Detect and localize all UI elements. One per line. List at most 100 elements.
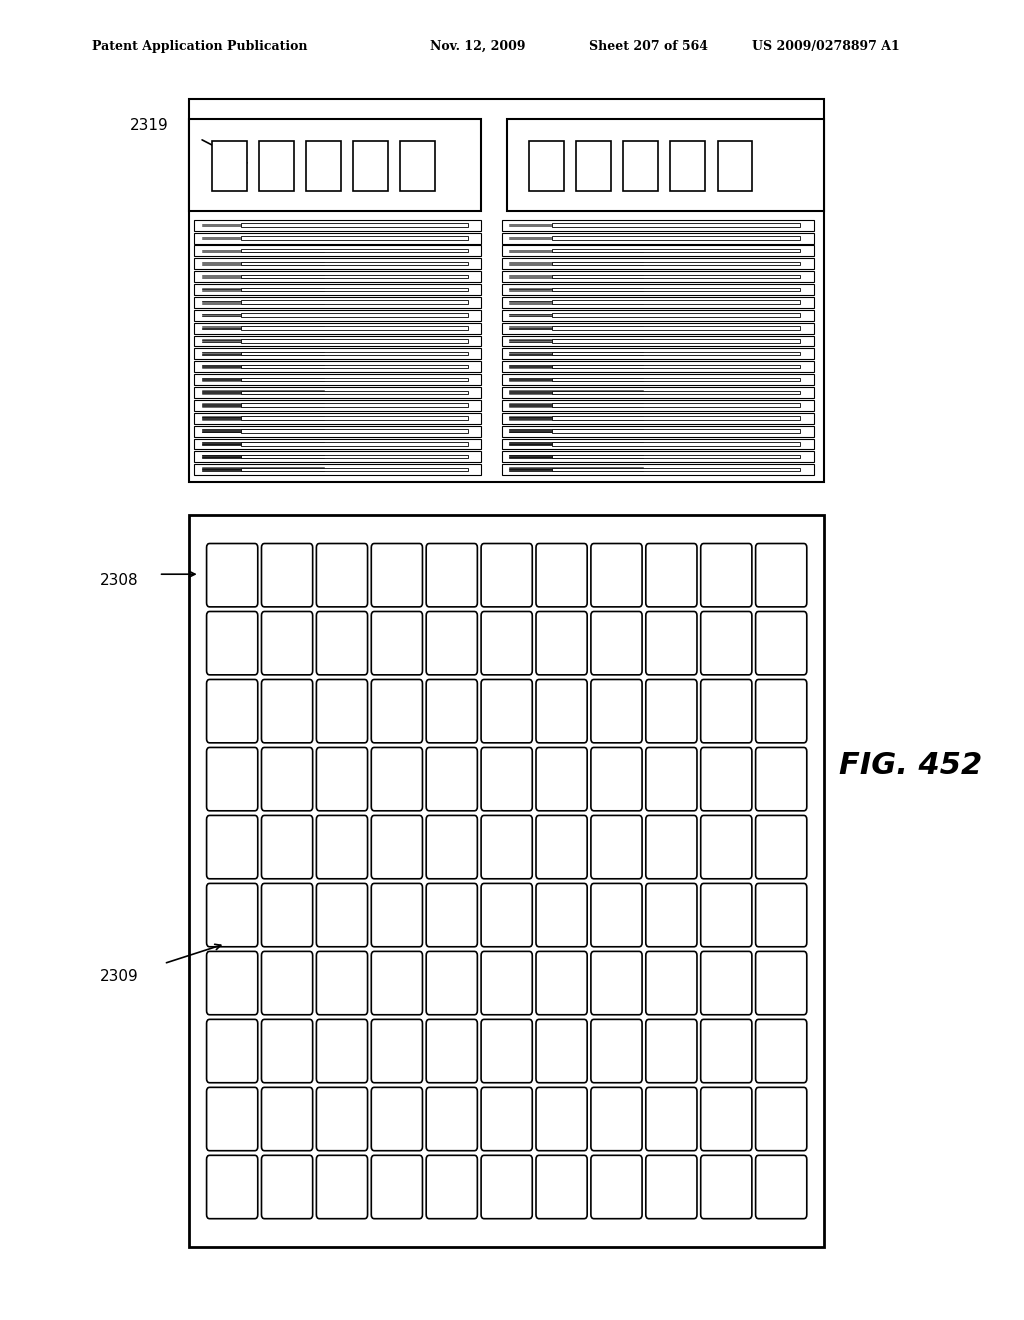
FancyBboxPatch shape [646, 1019, 697, 1082]
FancyBboxPatch shape [195, 246, 481, 256]
FancyBboxPatch shape [577, 141, 611, 191]
FancyBboxPatch shape [189, 99, 824, 482]
FancyBboxPatch shape [316, 883, 368, 946]
FancyBboxPatch shape [241, 455, 468, 458]
FancyBboxPatch shape [646, 611, 697, 675]
FancyBboxPatch shape [189, 515, 824, 1247]
FancyBboxPatch shape [591, 816, 642, 879]
FancyBboxPatch shape [241, 249, 468, 252]
FancyBboxPatch shape [502, 400, 814, 411]
FancyBboxPatch shape [261, 544, 312, 607]
FancyBboxPatch shape [502, 451, 814, 462]
FancyBboxPatch shape [207, 747, 258, 810]
FancyBboxPatch shape [316, 1019, 368, 1082]
FancyBboxPatch shape [502, 374, 814, 385]
FancyBboxPatch shape [552, 275, 800, 279]
FancyBboxPatch shape [646, 544, 697, 607]
FancyBboxPatch shape [552, 352, 800, 355]
FancyBboxPatch shape [261, 747, 312, 810]
FancyBboxPatch shape [481, 611, 532, 675]
FancyBboxPatch shape [207, 544, 258, 607]
FancyBboxPatch shape [372, 611, 423, 675]
FancyBboxPatch shape [536, 611, 587, 675]
FancyBboxPatch shape [241, 416, 468, 420]
FancyBboxPatch shape [306, 141, 341, 191]
FancyBboxPatch shape [502, 387, 814, 399]
FancyBboxPatch shape [591, 1019, 642, 1082]
FancyBboxPatch shape [481, 1155, 532, 1218]
FancyBboxPatch shape [671, 141, 706, 191]
FancyBboxPatch shape [195, 425, 481, 437]
FancyBboxPatch shape [552, 261, 800, 265]
FancyBboxPatch shape [241, 467, 468, 471]
FancyBboxPatch shape [241, 391, 468, 393]
FancyBboxPatch shape [261, 816, 312, 879]
Text: Sheet 207 of 564: Sheet 207 of 564 [589, 40, 708, 53]
FancyBboxPatch shape [316, 952, 368, 1015]
FancyBboxPatch shape [241, 288, 468, 290]
FancyBboxPatch shape [316, 1155, 368, 1218]
FancyBboxPatch shape [481, 544, 532, 607]
FancyBboxPatch shape [207, 611, 258, 675]
FancyBboxPatch shape [700, 1088, 752, 1151]
FancyBboxPatch shape [481, 1019, 532, 1082]
FancyBboxPatch shape [700, 680, 752, 743]
FancyBboxPatch shape [481, 680, 532, 743]
FancyBboxPatch shape [536, 816, 587, 879]
FancyBboxPatch shape [207, 680, 258, 743]
FancyBboxPatch shape [700, 544, 752, 607]
FancyBboxPatch shape [195, 451, 481, 462]
FancyBboxPatch shape [241, 352, 468, 355]
FancyBboxPatch shape [241, 326, 468, 330]
FancyBboxPatch shape [646, 952, 697, 1015]
FancyBboxPatch shape [426, 680, 477, 743]
FancyBboxPatch shape [207, 816, 258, 879]
FancyBboxPatch shape [756, 1088, 807, 1151]
FancyBboxPatch shape [552, 378, 800, 381]
FancyBboxPatch shape [502, 425, 814, 437]
Text: FIG. 452: FIG. 452 [840, 751, 983, 780]
FancyBboxPatch shape [316, 1088, 368, 1151]
Text: 2319: 2319 [130, 117, 169, 133]
FancyBboxPatch shape [591, 952, 642, 1015]
FancyBboxPatch shape [316, 611, 368, 675]
FancyBboxPatch shape [426, 747, 477, 810]
FancyBboxPatch shape [241, 442, 468, 446]
FancyBboxPatch shape [372, 680, 423, 743]
FancyBboxPatch shape [195, 387, 481, 399]
FancyBboxPatch shape [502, 271, 814, 282]
FancyBboxPatch shape [241, 378, 468, 381]
FancyBboxPatch shape [552, 339, 800, 342]
FancyBboxPatch shape [646, 1155, 697, 1218]
FancyBboxPatch shape [195, 400, 481, 411]
FancyBboxPatch shape [241, 261, 468, 265]
FancyBboxPatch shape [353, 141, 388, 191]
FancyBboxPatch shape [552, 301, 800, 304]
FancyBboxPatch shape [646, 747, 697, 810]
FancyBboxPatch shape [536, 883, 587, 946]
FancyBboxPatch shape [502, 297, 814, 308]
FancyBboxPatch shape [316, 680, 368, 743]
FancyBboxPatch shape [261, 611, 312, 675]
FancyBboxPatch shape [400, 141, 435, 191]
FancyBboxPatch shape [189, 119, 481, 211]
FancyBboxPatch shape [646, 883, 697, 946]
FancyBboxPatch shape [372, 1088, 423, 1151]
FancyBboxPatch shape [241, 404, 468, 407]
FancyBboxPatch shape [426, 952, 477, 1015]
FancyBboxPatch shape [241, 236, 468, 240]
FancyBboxPatch shape [756, 1019, 807, 1082]
FancyBboxPatch shape [502, 310, 814, 321]
FancyBboxPatch shape [372, 952, 423, 1015]
FancyBboxPatch shape [552, 249, 800, 252]
FancyBboxPatch shape [372, 816, 423, 879]
FancyBboxPatch shape [700, 611, 752, 675]
FancyBboxPatch shape [261, 1155, 312, 1218]
FancyBboxPatch shape [261, 952, 312, 1015]
FancyBboxPatch shape [195, 374, 481, 385]
FancyBboxPatch shape [591, 544, 642, 607]
FancyBboxPatch shape [552, 364, 800, 368]
FancyBboxPatch shape [261, 1088, 312, 1151]
FancyBboxPatch shape [756, 544, 807, 607]
FancyBboxPatch shape [372, 1155, 423, 1218]
